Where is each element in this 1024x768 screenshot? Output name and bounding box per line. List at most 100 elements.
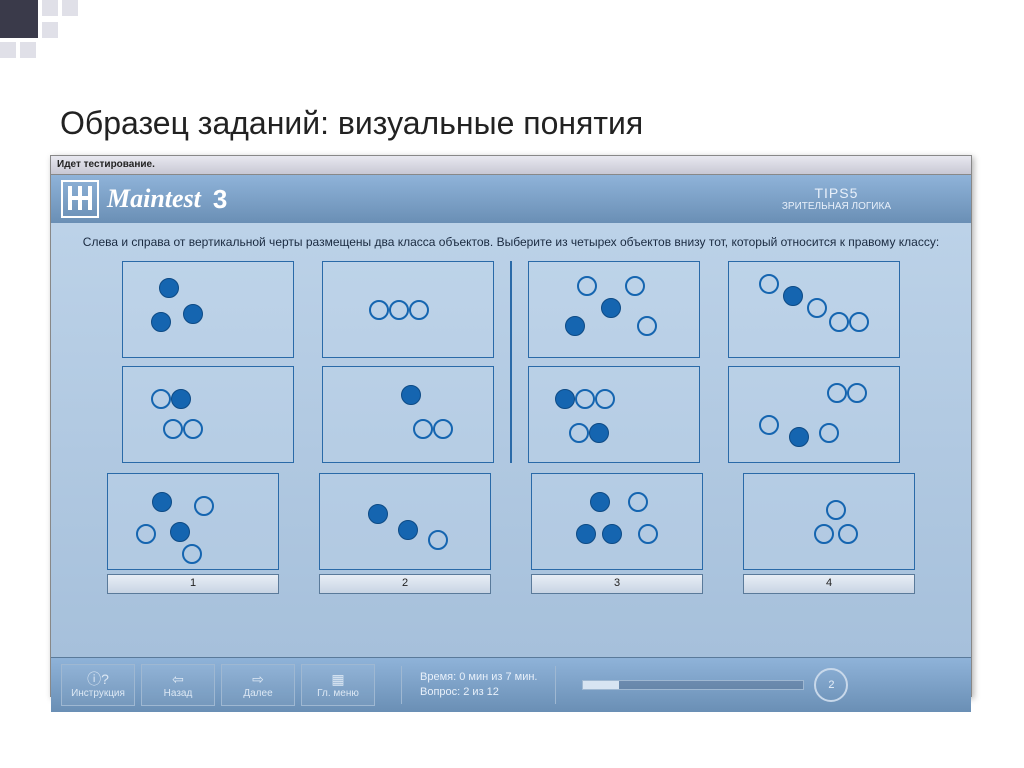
- filled-circle: [589, 423, 609, 443]
- stimulus-cell: [528, 261, 700, 358]
- filled-circle: [151, 312, 171, 332]
- hollow-circle: [759, 274, 779, 294]
- nav-label: Назад: [164, 688, 193, 699]
- stimulus-row: [528, 366, 900, 463]
- nav-icon: ⇨: [252, 672, 264, 686]
- progress-fill: [583, 681, 618, 689]
- hollow-circle: [628, 492, 648, 512]
- nav-icon: ⓘ?: [87, 672, 109, 686]
- answer-options-row: 1 2 3 4: [69, 473, 953, 594]
- hollow-circle: [819, 423, 839, 443]
- module-title-block: TIPS5 ЗРИТЕЛЬНАЯ ЛОГИКА: [782, 185, 971, 214]
- hollow-circle: [413, 419, 433, 439]
- stimulus-grid: [69, 261, 953, 463]
- window-title-bar: Идет тестирование.: [51, 156, 971, 175]
- stimulus-cell: [528, 366, 700, 463]
- timer-badge: 2: [814, 668, 848, 702]
- hollow-circle: [409, 300, 429, 320]
- answer-option: 2: [319, 473, 491, 594]
- nav-icon: ▦: [331, 672, 344, 686]
- stimulus-row: [528, 261, 900, 358]
- hollow-circle: [814, 524, 834, 544]
- filled-circle: [783, 286, 803, 306]
- app-window: Идет тестирование. Maintest 3 TIPS5 ЗРИТ…: [50, 155, 972, 697]
- hollow-circle: [827, 383, 847, 403]
- filled-circle: [170, 522, 190, 542]
- answer-stimulus-box: [743, 473, 915, 570]
- answer-option: 1: [107, 473, 279, 594]
- stimulus-cell: [122, 366, 294, 463]
- hollow-circle: [194, 496, 214, 516]
- hollow-circle: [849, 312, 869, 332]
- filled-circle: [171, 389, 191, 409]
- hollow-circle: [807, 298, 827, 318]
- hollow-circle: [838, 524, 858, 544]
- answer-button-1[interactable]: 1: [107, 574, 279, 594]
- stimulus-row: [122, 366, 494, 463]
- hollow-circle: [826, 500, 846, 520]
- answer-button-3[interactable]: 3: [531, 574, 703, 594]
- question-status: Вопрос: 2 из 12: [420, 685, 537, 700]
- hollow-circle: [136, 524, 156, 544]
- stimulus-row: [122, 261, 494, 358]
- filled-circle: [152, 492, 172, 512]
- filled-circle: [789, 427, 809, 447]
- hollow-circle: [369, 300, 389, 320]
- filled-circle: [401, 385, 421, 405]
- hollow-circle: [595, 389, 615, 409]
- filled-circle: [565, 316, 585, 336]
- hollow-circle: [428, 530, 448, 550]
- hollow-circle: [637, 316, 657, 336]
- nav-назад-button[interactable]: ⇦ Назад: [141, 664, 215, 706]
- answer-option: 4: [743, 473, 915, 594]
- hollow-circle: [151, 389, 171, 409]
- hollow-circle: [163, 419, 183, 439]
- time-status: Время: 0 мин из 7 мин.: [420, 670, 537, 685]
- filled-circle: [555, 389, 575, 409]
- app-header: Maintest 3 TIPS5 ЗРИТЕЛЬНАЯ ЛОГИКА: [51, 175, 971, 223]
- nav-label: Далее: [243, 688, 272, 699]
- brand-block: Maintest 3: [51, 180, 782, 218]
- nav-label: Инструкция: [71, 688, 125, 699]
- answer-button-4[interactable]: 4: [743, 574, 915, 594]
- filled-circle: [590, 492, 610, 512]
- hollow-circle: [433, 419, 453, 439]
- progress-wrap: 2: [562, 668, 961, 702]
- vertical-divider: [510, 261, 512, 463]
- answer-stimulus-box: [107, 473, 279, 570]
- nav-buttons-group: ⓘ? Инструкция ⇦ Назад ⇨ Далее ▦ Гл. меню: [61, 664, 375, 706]
- stimulus-cell: [728, 261, 900, 358]
- slide-title: Образец заданий: визуальные понятия: [60, 105, 643, 142]
- nav-label: Гл. меню: [317, 688, 359, 699]
- nav-гл. меню-button[interactable]: ▦ Гл. меню: [301, 664, 375, 706]
- answer-button-2[interactable]: 2: [319, 574, 491, 594]
- progress-bar: [582, 680, 804, 690]
- hollow-circle: [569, 423, 589, 443]
- answer-stimulus-box: [319, 473, 491, 570]
- filled-circle: [601, 298, 621, 318]
- hollow-circle: [389, 300, 409, 320]
- answer-option: 3: [531, 473, 703, 594]
- hollow-circle: [577, 276, 597, 296]
- hollow-circle: [829, 312, 849, 332]
- hollow-circle: [638, 524, 658, 544]
- status-block: Время: 0 мин из 7 мин. Вопрос: 2 из 12: [401, 666, 556, 705]
- left-class-column: [122, 261, 494, 463]
- answer-stimulus-box: [531, 473, 703, 570]
- filled-circle: [398, 520, 418, 540]
- module-name: ЗРИТЕЛЬНАЯ ЛОГИКА: [782, 201, 891, 213]
- stimulus-cell: [122, 261, 294, 358]
- hollow-circle: [183, 419, 203, 439]
- filled-circle: [183, 304, 203, 324]
- brand-logo-icon: [61, 180, 99, 218]
- hollow-circle: [625, 276, 645, 296]
- nav-инструкция-button[interactable]: ⓘ? Инструкция: [61, 664, 135, 706]
- hollow-circle: [847, 383, 867, 403]
- filled-circle: [159, 278, 179, 298]
- hollow-circle: [182, 544, 202, 564]
- footer-bar: ⓘ? Инструкция ⇦ Назад ⇨ Далее ▦ Гл. меню Время:…: [51, 657, 971, 712]
- nav-далее-button[interactable]: ⇨ Далее: [221, 664, 295, 706]
- right-class-column: [528, 261, 900, 463]
- nav-icon: ⇦: [172, 672, 184, 686]
- stimulus-cell: [322, 261, 494, 358]
